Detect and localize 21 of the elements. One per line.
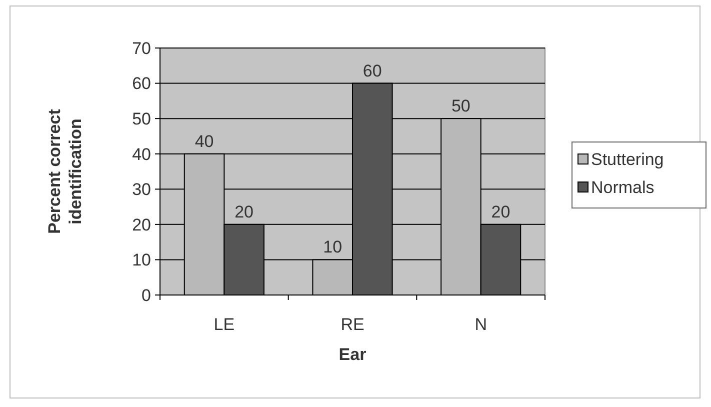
data-label: 10 (323, 238, 342, 257)
y-tick-label: 20 (132, 215, 151, 234)
legend-label: Normals (591, 178, 654, 197)
y-tick-label: 50 (132, 110, 151, 129)
y-tick-label: 10 (132, 250, 151, 270)
x-tick-label: RE (340, 315, 364, 334)
data-label: 40 (194, 132, 214, 151)
y-tick-label: 30 (132, 180, 151, 200)
data-label: 50 (451, 96, 470, 116)
y-axis-title: Percent correct identification (45, 108, 85, 234)
y-tick-label: 70 (132, 38, 151, 58)
data-label: 20 (491, 202, 510, 222)
data-label: 60 (362, 61, 382, 80)
x-tick-label: N (474, 315, 487, 334)
x-tick-label: LE (214, 315, 235, 334)
x-axis-title: Ear (338, 345, 367, 364)
data-label: 20 (234, 202, 254, 222)
y-tick-label: 60 (132, 74, 151, 94)
legend-label: Stuttering (591, 150, 664, 169)
y-tick-label: 0 (142, 286, 151, 305)
y-tick-label: 40 (132, 144, 151, 164)
